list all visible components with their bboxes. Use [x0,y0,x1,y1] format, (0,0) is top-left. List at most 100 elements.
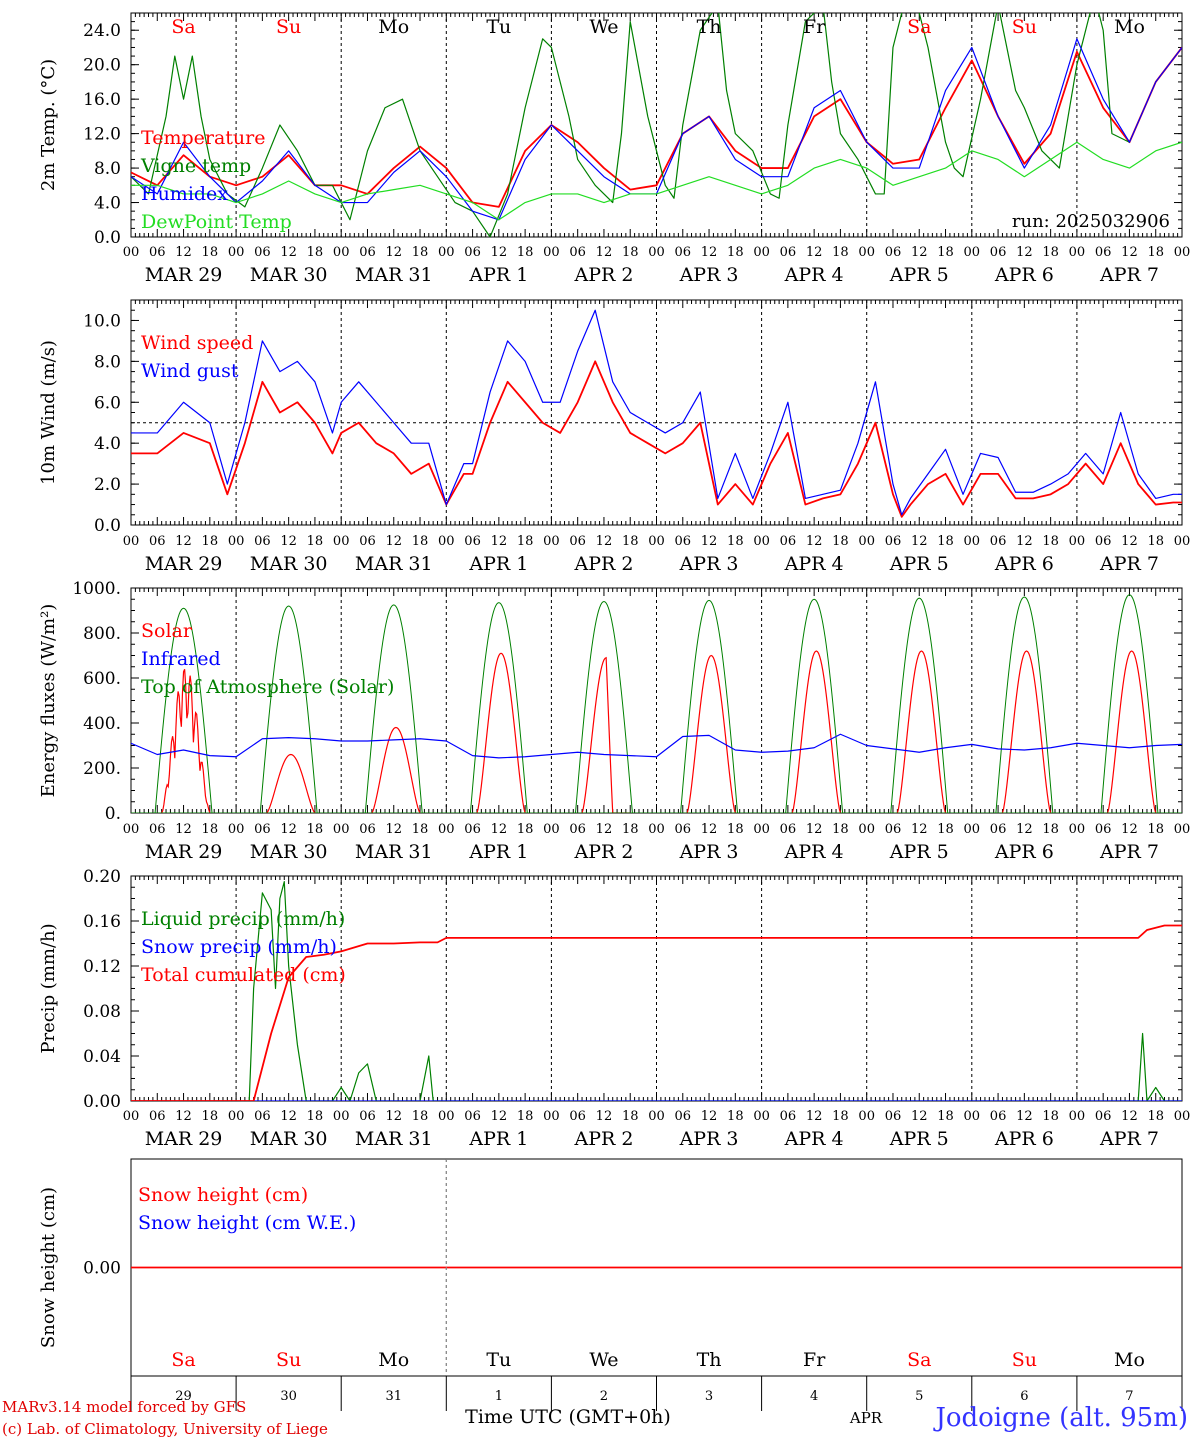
hour-label: 12 [1016,1109,1033,1124]
y-tick-label: 2.0 [94,475,121,495]
hour-label: 06 [464,534,481,549]
panel-snow: 0.00 Snow height (cm) Snow height (cm) Snow… [38,1158,1183,1411]
day-number-label: 2 [600,1389,608,1404]
day-number-label: 6 [1020,1389,1028,1404]
series-toa-solar-day [154,607,213,813]
hour-label: 00 [858,1109,875,1124]
y-tick-label: 16.0 [83,90,121,110]
hour-label: 00 [543,534,560,549]
hour-label: 00 [964,534,981,549]
hour-label: 00 [858,534,875,549]
series-solar-day [791,650,842,813]
hour-label: 00 [753,822,770,837]
hour-label: 06 [885,1109,902,1124]
hour-label: 12 [806,822,823,837]
day-name-label: We [589,16,618,38]
legend-entry: Vigne temp [140,155,251,177]
hour-label: 00 [228,534,245,549]
series-infrared [131,733,1182,759]
hour-label: 06 [675,822,692,837]
hour-label: 06 [990,245,1007,260]
date-label: MAR 29 [145,1128,223,1150]
legend-entry: Humidex [141,183,228,205]
hour-label: 00 [123,245,140,260]
hour-label: 00 [228,1109,245,1124]
plot-area [131,13,1182,237]
hour-label: 18 [937,534,954,549]
hour-label: 12 [1016,245,1033,260]
hour-label: 18 [727,534,744,549]
hour-label: 06 [359,1109,376,1124]
hour-label: 06 [780,534,797,549]
date-label: APR 1 [468,841,528,863]
date-label: APR 2 [573,553,633,575]
y-tick-label: 24.0 [83,21,121,41]
date-label: APR 5 [889,553,949,575]
hour-label: 06 [569,245,586,260]
hour-label: 00 [858,245,875,260]
plot-frame [130,587,1183,814]
hour-label: 00 [1069,822,1086,837]
series-toa-solar-day [680,599,739,813]
hour-label: 18 [517,534,534,549]
day-number-label: 4 [810,1389,818,1404]
hour-label: 00 [648,534,665,549]
hour-label: 12 [911,1109,928,1124]
day-number-label: 30 [280,1389,297,1404]
y-tick-label: 8.0 [94,352,121,372]
day-name-label: Th [697,1349,722,1371]
hour-label: 18 [832,534,849,549]
date-label: APR 4 [784,1128,844,1150]
hour-label: 00 [438,534,455,549]
date-label: APR 6 [994,1128,1054,1150]
series-solar-day [896,650,947,813]
legend-entry: Infrared [141,648,221,670]
hour-label: 00 [333,822,350,837]
series-solar-day [1001,650,1052,813]
legend-entry: Wind gust [141,360,239,382]
hour-label: 00 [1069,245,1086,260]
hour-label: 12 [1121,822,1138,837]
y-tick-label: 0.04 [83,1047,121,1067]
x-ticks [130,13,1183,237]
hour-label: 06 [780,245,797,260]
date-label: APR 4 [784,553,844,575]
hour-label: 06 [569,822,586,837]
hour-label: 00 [753,534,770,549]
day-name-label: Su [1012,16,1037,38]
hour-label: 00 [228,245,245,260]
hour-label: 00 [648,1109,665,1124]
hour-label: 18 [1147,245,1164,260]
y-tick-label: 0.00 [83,1259,121,1279]
hour-label: 00 [333,245,350,260]
series-solar-day [161,669,211,813]
hour-label: 18 [1147,534,1164,549]
date-label: APR 7 [1099,553,1159,575]
day-name-label: Tu [486,1349,511,1371]
hour-label: 12 [175,822,192,837]
y-tick-label: 200. [83,759,121,779]
hour-label: 00 [753,1109,770,1124]
hour-label: 12 [385,822,402,837]
hour-label: 00 [123,1109,140,1124]
series-wind-speed [131,360,1182,518]
panel-wind: 0.0 2.0 4.0 6.0 8.0 10.0 10m Wind (m/s) 00 06 12 1… [38,299,1190,575]
hour-label: 12 [806,245,823,260]
panel-precip: 0.00 0.04 0.08 0.12 0.16 0.20 Precip (mm/h) 00 0… [38,867,1190,1150]
series-toa-solar-day [259,605,318,813]
hour-label: 18 [622,1109,639,1124]
hour-label: 12 [1121,1109,1138,1124]
series-solar-day [266,753,316,813]
day-name-label: We [589,1349,618,1371]
hour-label: 18 [307,1109,324,1124]
panel-temp: 0.0 4.0 8.0 12.0 16.0 20.0 24.0 2m Temp. (°C) 00… [38,12,1191,286]
date-label: APR 4 [784,264,844,286]
day-name-label: Mo [378,1349,409,1371]
date-label: APR 3 [679,841,739,863]
date-label: MAR 31 [355,1128,433,1150]
hour-label: 00 [543,822,560,837]
y-tick-label: 4.0 [94,194,121,214]
hour-label: 18 [517,822,534,837]
hour-label: 00 [1174,245,1191,260]
